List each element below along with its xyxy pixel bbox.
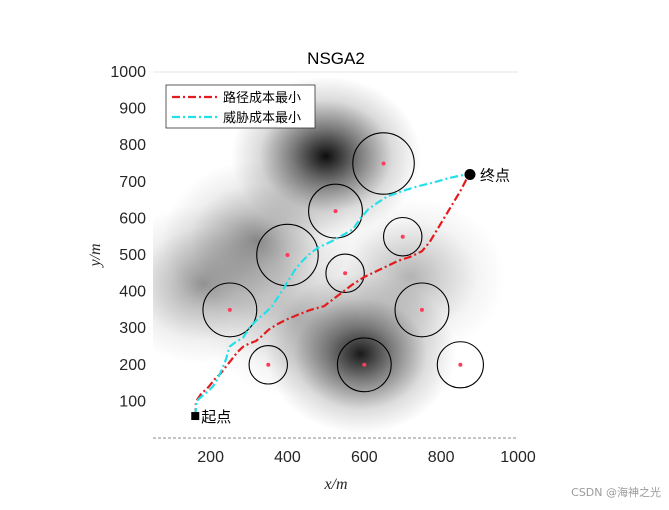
x-tick-label: 800: [428, 449, 455, 466]
series-line-1: [194, 172, 471, 417]
threat-center-2: [400, 234, 405, 239]
y-tick-label: 800: [119, 137, 146, 154]
end-label: 终点: [480, 166, 510, 184]
x-tick-label: 200: [197, 449, 224, 466]
y-tick-label: 500: [119, 247, 146, 264]
y-tick-label: 200: [119, 357, 146, 374]
legend-label-path-cost: 路径成本最小: [223, 90, 301, 106]
watermark: CSDN @海神之光: [571, 486, 661, 499]
threat-center-5: [227, 307, 232, 312]
threat-circle-3: [256, 223, 319, 287]
threat-center-6: [419, 307, 424, 312]
y-tick-label: 300: [119, 320, 146, 337]
threat-circle-9: [436, 341, 484, 389]
threat-circles: [202, 132, 484, 393]
y-tick-label: 100: [119, 393, 146, 410]
endpoint-markers: 起点 终点: [191, 166, 510, 426]
heat-blob-5: [200, 237, 391, 398]
threat-circle-7: [248, 345, 289, 385]
threat-circle-4: [325, 253, 365, 294]
start-label: 起点: [201, 408, 231, 426]
end-marker: [464, 168, 476, 180]
legend: 路径成本最小 威胁成本最小: [165, 84, 316, 129]
threat-center-1: [333, 209, 338, 214]
series-line-0: [194, 173, 471, 417]
start-marker: [191, 412, 200, 421]
y-ticks: 100 200 300 400 500 600 700 800 900 1000: [110, 64, 146, 410]
y-tick-label: 1000: [110, 64, 146, 81]
x-tick-label: 1000: [500, 449, 536, 466]
threat-heatmap: [153, 76, 506, 434]
x-tick-label: 600: [351, 449, 378, 466]
x-ticks: 200 400 600 800 1000: [197, 449, 536, 466]
threat-circle-2: [382, 216, 423, 257]
threat-circle-1: [308, 183, 363, 239]
legend-label-threat-cost: 威胁成本最小: [223, 111, 301, 126]
x-tick-label: 400: [274, 449, 301, 466]
threat-center-4: [343, 271, 348, 276]
legend-box: [165, 84, 316, 129]
threat-center-7: [266, 362, 271, 367]
y-tick-label: 700: [119, 174, 146, 191]
threat-circle-0: [352, 132, 415, 195]
y-tick-label: 600: [119, 210, 146, 227]
y-tick-label: 400: [119, 284, 146, 301]
threat-center-3: [285, 253, 290, 257]
threat-circle-6: [394, 282, 450, 338]
threat-circle-8: [336, 337, 392, 393]
threat-center-9: [458, 362, 463, 367]
chart-title: NSGA2: [307, 49, 365, 68]
threat-circle-5: [202, 282, 258, 338]
y-axis-label: y/m: [87, 243, 104, 268]
y-tick-label: 900: [119, 101, 146, 118]
path-lines: [194, 172, 471, 417]
threat-center-8: [362, 362, 367, 367]
threat-center-0: [381, 161, 386, 166]
x-axis-label: x/m: [323, 476, 347, 493]
